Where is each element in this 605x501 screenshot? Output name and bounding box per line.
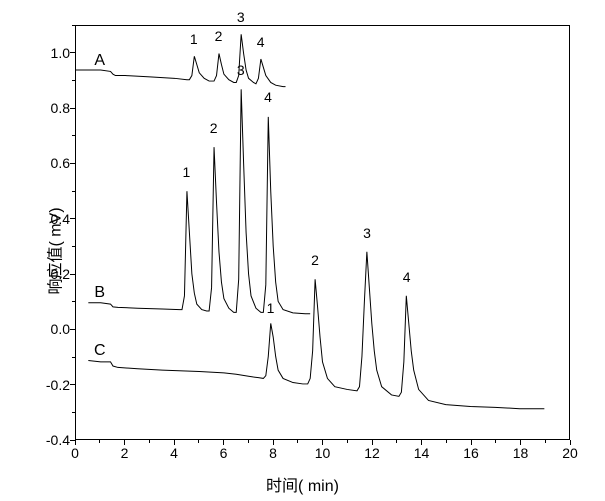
x-tick-label: 20 xyxy=(562,445,578,461)
curve-A xyxy=(76,34,286,86)
y-tick-label: -0.4 xyxy=(46,432,70,448)
peak-label: 1 xyxy=(190,31,198,47)
x-tick-minor xyxy=(545,440,546,443)
x-tick-label: 16 xyxy=(463,445,479,461)
peak-label: 3 xyxy=(363,225,371,241)
x-axis-label: 时间( min) xyxy=(266,472,339,496)
x-tick-label: 6 xyxy=(220,445,228,461)
y-tick-minor xyxy=(72,135,75,136)
x-tick-label: 8 xyxy=(269,445,277,461)
y-tick-label: -0.2 xyxy=(46,377,70,393)
x-tick-minor xyxy=(297,440,298,443)
y-tick-minor xyxy=(72,25,75,26)
curve-label-C: C xyxy=(94,342,106,360)
peak-label: 3 xyxy=(237,9,245,25)
x-tick-minor xyxy=(149,440,150,443)
peak-label: 1 xyxy=(267,300,275,316)
y-tick-minor xyxy=(72,301,75,302)
x-tick-label: 18 xyxy=(513,445,529,461)
curve-label-B: B xyxy=(94,284,105,302)
peak-label: 1 xyxy=(182,164,190,180)
chromatogram-chart: 响应值( mV) 时间( min) -0.4-0.20.00.20.40.60.… xyxy=(0,0,605,501)
x-tick-label: 2 xyxy=(121,445,129,461)
y-tick xyxy=(70,163,75,164)
curve-label-A: A xyxy=(94,52,105,70)
x-tick-label: 14 xyxy=(414,445,430,461)
x-tick-minor xyxy=(99,440,100,443)
y-tick-label: 0.4 xyxy=(51,211,70,227)
x-tick-label: 10 xyxy=(315,445,331,461)
y-tick-label: 0.0 xyxy=(51,321,70,337)
y-tick-minor xyxy=(72,191,75,192)
y-tick-minor xyxy=(72,357,75,358)
y-tick-label: 0.2 xyxy=(51,266,70,282)
peak-label: 2 xyxy=(215,28,223,44)
x-tick-minor xyxy=(198,440,199,443)
peak-label: 2 xyxy=(311,252,319,268)
y-tick-minor xyxy=(72,246,75,247)
x-tick-minor xyxy=(347,440,348,443)
x-tick-minor xyxy=(495,440,496,443)
y-tick-label: 0.8 xyxy=(51,100,70,116)
x-tick-label: 4 xyxy=(170,445,178,461)
curve-C xyxy=(88,252,544,409)
y-tick-label: 0.6 xyxy=(51,155,70,171)
y-tick xyxy=(70,329,75,330)
peak-label: 4 xyxy=(264,89,272,105)
peak-label: 2 xyxy=(210,120,218,136)
x-tick-label: 12 xyxy=(364,445,380,461)
y-tick-minor xyxy=(72,412,75,413)
x-tick-minor xyxy=(396,440,397,443)
y-tick xyxy=(70,274,75,275)
peak-label: 4 xyxy=(403,269,411,285)
x-tick-minor xyxy=(446,440,447,443)
peak-label: 3 xyxy=(237,62,245,78)
y-tick xyxy=(70,108,75,109)
x-tick-label: 0 xyxy=(71,445,79,461)
y-tick-minor xyxy=(72,80,75,81)
curve-B xyxy=(88,89,310,313)
plot-area xyxy=(75,25,570,440)
curves-svg xyxy=(76,26,569,439)
y-tick xyxy=(70,52,75,53)
y-tick-label: 1.0 xyxy=(51,45,70,61)
x-tick-minor xyxy=(248,440,249,443)
y-tick xyxy=(70,384,75,385)
y-tick xyxy=(70,218,75,219)
peak-label: 4 xyxy=(257,34,265,50)
